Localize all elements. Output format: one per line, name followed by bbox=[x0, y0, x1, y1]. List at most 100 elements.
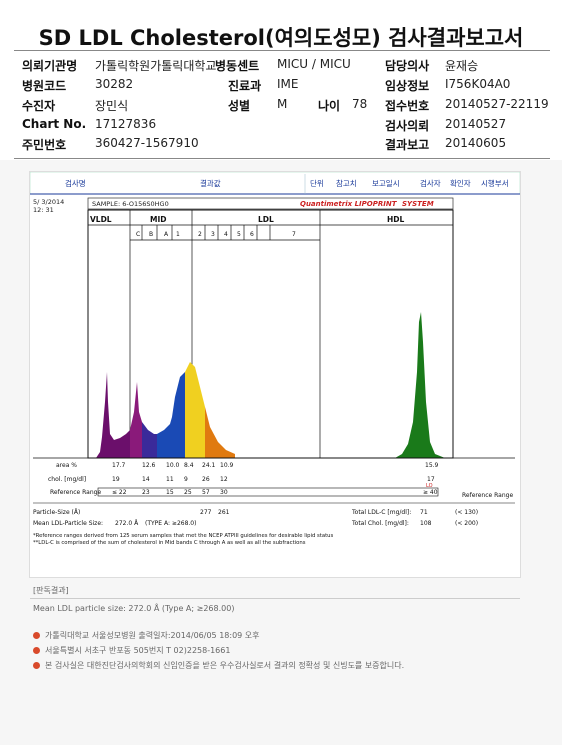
mid-sub-label: B bbox=[149, 231, 153, 238]
mid-sub-label: A bbox=[164, 231, 169, 238]
footer-line-2: 서울특별시 서초구 반포동 505번지 T 02)2258-1661 bbox=[33, 645, 230, 656]
info-value: 20140527-22119 bbox=[445, 97, 549, 111]
ref-value: 57 bbox=[202, 489, 210, 496]
info-row: 수진자 장민식 성별 M 나이 78 접수번호 20140527-22119 bbox=[0, 97, 562, 115]
band-hdl-label: HDL bbox=[387, 215, 405, 224]
chol-label: chol. [mg/dl] bbox=[48, 476, 86, 483]
chol-hdl-value: 17 bbox=[427, 476, 435, 483]
info-value: MICU / MICU bbox=[277, 57, 351, 71]
hdl-peak bbox=[395, 312, 445, 458]
particle-size-2: 261 bbox=[218, 509, 230, 516]
mean-ldl-label: Mean LDL-Particle Size: bbox=[33, 520, 103, 527]
ldl-sub-label: 6 bbox=[250, 231, 254, 238]
page-title: SD LDL Cholesterol(여의도성모) 검사결과보고서 bbox=[38, 26, 524, 50]
info-row: 주민번호 360427-1567910 결과보고 20140605 bbox=[0, 136, 562, 154]
info-label: 의뢰기관명 bbox=[22, 59, 78, 73]
info-value: 360427-1567910 bbox=[95, 136, 199, 150]
area-label: area % bbox=[56, 462, 77, 469]
info-row: 의뢰기관명 가톨릭학원가톨릭대학교 병동센트 MICU / MICU 담당의사 윤재승 bbox=[0, 57, 562, 75]
ldl-sub-label: 1 bbox=[176, 231, 180, 238]
info-value: 30282 bbox=[95, 77, 134, 91]
ldl-3-peak bbox=[205, 407, 235, 458]
info-label: 결과보고 bbox=[385, 138, 430, 152]
info-value: 20140605 bbox=[445, 136, 507, 150]
mean-ldl-type: (TYPE A: ≥268.0) bbox=[145, 520, 196, 527]
particle-size-1: 277 bbox=[200, 509, 212, 516]
area-value: 10.0 bbox=[166, 462, 180, 469]
chol-value: 14 bbox=[142, 476, 150, 483]
header-reference: 참고치 bbox=[336, 178, 357, 188]
band-ldl-label: LDL bbox=[258, 215, 274, 224]
chol-value: 9 bbox=[184, 476, 188, 483]
info-value: 17127836 bbox=[95, 117, 157, 131]
ref-value: ≤ 22 bbox=[112, 489, 127, 496]
info-label: 접수번호 bbox=[385, 99, 430, 113]
footer: 가톨릭대학교 서울성모병원 출력일자:2014/06/05 18:09 오후 서… bbox=[30, 628, 520, 678]
area-value: 24.1 bbox=[202, 462, 216, 469]
divider bbox=[14, 50, 550, 51]
ldl-sub-label: 3 bbox=[211, 231, 215, 238]
ref-value: 23 bbox=[142, 489, 150, 496]
mid-b-peak bbox=[142, 422, 157, 458]
header-report-date: 보고일시 bbox=[372, 179, 400, 188]
info-row: Chart No. 17127836 검사의뢰 20140527 bbox=[0, 117, 562, 135]
info-label: 병원코드 bbox=[22, 79, 67, 93]
ldl-sub-label: 4 bbox=[224, 231, 228, 238]
band-vldl-label: VLDL bbox=[90, 215, 112, 224]
comment-section: [판독결과] Mean LDL particle size: 272.0 Å (… bbox=[30, 580, 520, 620]
info-value: 78 bbox=[352, 97, 368, 111]
chol-value: 11 bbox=[166, 476, 174, 483]
info-label: 성별 bbox=[228, 99, 251, 113]
info-label: 담당의사 bbox=[385, 59, 430, 73]
area-value: 12.6 bbox=[142, 462, 156, 469]
ref-hdl-value: ≥ 40 bbox=[423, 489, 438, 496]
ldl-1-peak bbox=[172, 372, 185, 458]
footnote-2: **LDL-C is comprised of the sum of chole… bbox=[33, 540, 306, 546]
info-row: 병원코드 30282 진료과 IME 임상정보 I756K04A0 bbox=[0, 77, 562, 95]
total-ldl-ref: (< 130) bbox=[455, 509, 478, 516]
ref-value: 30 bbox=[220, 489, 228, 496]
total-ldl-label: Total LDL-C [mg/dl]: bbox=[351, 509, 411, 516]
info-value: 가톨릭학원가톨릭대학교 bbox=[95, 59, 217, 73]
ref-value: 15 bbox=[166, 489, 174, 496]
total-chol-value: 108 bbox=[420, 520, 432, 527]
mid-c-peak bbox=[130, 382, 142, 458]
info-value: M bbox=[277, 97, 288, 111]
info-value: 20140527 bbox=[445, 117, 507, 131]
info-value: IME bbox=[277, 77, 299, 91]
info-value: I756K04A0 bbox=[445, 77, 511, 91]
ref-range-box bbox=[97, 487, 439, 497]
chol-hdl-flag: LO bbox=[426, 483, 433, 489]
header-unit: 단위 bbox=[310, 178, 324, 188]
info-label: 병동센트 bbox=[215, 59, 260, 73]
particle-size-label: Particle-Size (Å) bbox=[33, 509, 80, 516]
header-test-name: 검사명 bbox=[65, 178, 86, 188]
footer-line-1: 가톨릭대학교 서울성모병원 출력일자:2014/06/05 18:09 오후 bbox=[33, 630, 260, 641]
info-label: 나이 bbox=[318, 99, 341, 113]
info-label: 진료과 bbox=[228, 79, 262, 93]
header-tester: 검사자 bbox=[420, 178, 441, 188]
brand-name: Quantimetrix LIPOPRINT bbox=[300, 200, 398, 208]
chol-value: 12 bbox=[220, 476, 228, 483]
mid-a-peak bbox=[157, 417, 172, 458]
lipoprint-chart: 검사명 결과값 단위 참고치 보고일시 검사자 확인자 시행부서 5/ 3/20… bbox=[30, 172, 520, 546]
ref-label-right: Reference Range bbox=[462, 492, 513, 499]
report-date: 5/ 3/2014 bbox=[33, 198, 64, 206]
header-result: 결과값 bbox=[200, 178, 221, 188]
footer-line-3: 본 검사실은 대한진단검사의학회의 신임인증을 받은 우수검사실로서 결과의 정… bbox=[33, 660, 404, 671]
info-label: 주민번호 bbox=[22, 138, 67, 152]
header-confirmer: 확인자 bbox=[450, 178, 471, 188]
area-value: 8.4 bbox=[184, 462, 194, 469]
sample-id: SAMPLE: 6-O156S0HG0 bbox=[92, 200, 169, 208]
band-mid-label: MID bbox=[150, 215, 166, 224]
header-department: 시행부서 bbox=[481, 178, 509, 188]
info-value: 윤재승 bbox=[445, 59, 479, 73]
ldl-2-peak bbox=[185, 362, 205, 458]
ldl-sub-label: 5 bbox=[237, 231, 241, 238]
area-value: 17.7 bbox=[112, 462, 126, 469]
chol-value: 19 bbox=[112, 476, 120, 483]
info-label: 검사의뢰 bbox=[385, 119, 430, 133]
ref-value: 25 bbox=[184, 489, 192, 496]
ldl-sub-label: 2 bbox=[198, 231, 202, 238]
info-label: 임상정보 bbox=[385, 79, 430, 93]
